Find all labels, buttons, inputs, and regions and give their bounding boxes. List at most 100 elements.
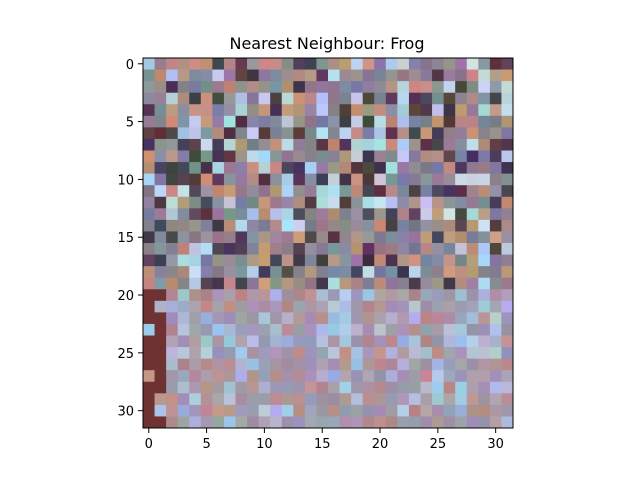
image-pixel — [432, 266, 445, 279]
image-pixel — [351, 196, 364, 209]
image-pixel — [154, 370, 167, 383]
image-pixel — [293, 404, 306, 417]
image-pixel — [501, 300, 514, 313]
image-pixel — [455, 266, 468, 279]
image-pixel — [143, 243, 155, 255]
image-pixel — [432, 300, 445, 313]
image-pixel — [166, 81, 179, 94]
image-pixel — [316, 115, 329, 128]
image-pixel — [466, 208, 479, 221]
image-pixel — [397, 173, 410, 186]
image-pixel — [247, 358, 260, 371]
image-pixel — [177, 370, 190, 383]
image-pixel — [189, 243, 202, 255]
image-pixel — [397, 347, 410, 360]
image-pixel — [339, 162, 352, 175]
image-pixel — [258, 58, 271, 70]
image-pixel — [166, 173, 179, 186]
image-pixel — [455, 219, 468, 232]
image-pixel — [432, 312, 445, 325]
image-pixel — [212, 266, 225, 279]
image-pixel — [374, 185, 387, 198]
image-pixel — [351, 243, 364, 255]
image-pixel — [374, 254, 387, 267]
image-pixel — [362, 115, 375, 128]
image-pixel — [304, 243, 317, 255]
image-pixel — [432, 404, 445, 417]
image-pixel — [501, 404, 514, 417]
image-pixel — [143, 231, 155, 244]
image-pixel — [466, 323, 479, 336]
image-pixel — [478, 185, 491, 198]
image-pixel — [258, 150, 271, 163]
image-pixel — [489, 69, 502, 82]
image-pixel — [258, 173, 271, 186]
image-pixel — [270, 138, 283, 151]
image-pixel — [154, 416, 167, 429]
image-pixel — [281, 127, 294, 140]
image-pixel — [247, 196, 260, 209]
image-pixel — [154, 150, 167, 163]
image-pixel — [489, 219, 502, 232]
image-pixel — [316, 231, 329, 244]
image-pixel — [154, 58, 167, 70]
image-pixel — [443, 416, 456, 429]
image-pixel — [466, 416, 479, 429]
image-pixel — [258, 335, 271, 348]
image-pixel — [304, 58, 317, 70]
image-pixel — [339, 254, 352, 267]
image-pixel — [397, 219, 410, 232]
image-pixel — [258, 358, 271, 371]
image-pixel — [385, 58, 398, 70]
image-pixel — [143, 127, 155, 140]
image-pixel — [247, 115, 260, 128]
image-pixel — [270, 335, 283, 348]
image-pixel — [316, 347, 329, 360]
image-pixel — [293, 104, 306, 117]
image-pixel — [189, 416, 202, 429]
image-pixel — [258, 196, 271, 209]
image-pixel — [501, 115, 514, 128]
image-pixel — [420, 138, 433, 151]
image-pixel — [385, 92, 398, 105]
image-pixel — [478, 162, 491, 175]
image-pixel — [362, 300, 375, 313]
image-pixel — [212, 358, 225, 371]
image-pixel — [455, 104, 468, 117]
image-pixel — [281, 150, 294, 163]
image-pixel — [154, 92, 167, 105]
image-pixel — [397, 370, 410, 383]
image-pixel — [408, 196, 421, 209]
image-pixel — [200, 81, 213, 94]
image-pixel — [455, 277, 468, 290]
image-pixel — [432, 231, 445, 244]
image-pixel — [212, 219, 225, 232]
image-pixel — [293, 138, 306, 151]
image-pixel — [443, 58, 456, 70]
image-pixel — [466, 289, 479, 302]
image-pixel — [189, 404, 202, 417]
image-pixel — [362, 162, 375, 175]
image-pixel — [235, 347, 248, 360]
image-pixel — [443, 381, 456, 394]
image-pixel — [189, 208, 202, 221]
image-pixel — [212, 381, 225, 394]
image-pixel — [166, 335, 179, 348]
image-pixel — [489, 289, 502, 302]
image-pixel — [339, 92, 352, 105]
image-pixel — [362, 335, 375, 348]
image-pixel — [420, 69, 433, 82]
image-pixel — [385, 81, 398, 94]
image-pixel — [177, 323, 190, 336]
image-pixel — [189, 81, 202, 94]
y-tick-label: 0 — [126, 58, 134, 73]
image-pixel — [443, 138, 456, 151]
image-pixel — [397, 162, 410, 175]
image-pixel — [270, 243, 283, 255]
image-pixel — [397, 335, 410, 348]
image-pixel — [177, 69, 190, 82]
image-pixel — [408, 266, 421, 279]
image-pixel — [432, 138, 445, 151]
image-pixel — [501, 347, 514, 360]
image-pixel — [374, 370, 387, 383]
